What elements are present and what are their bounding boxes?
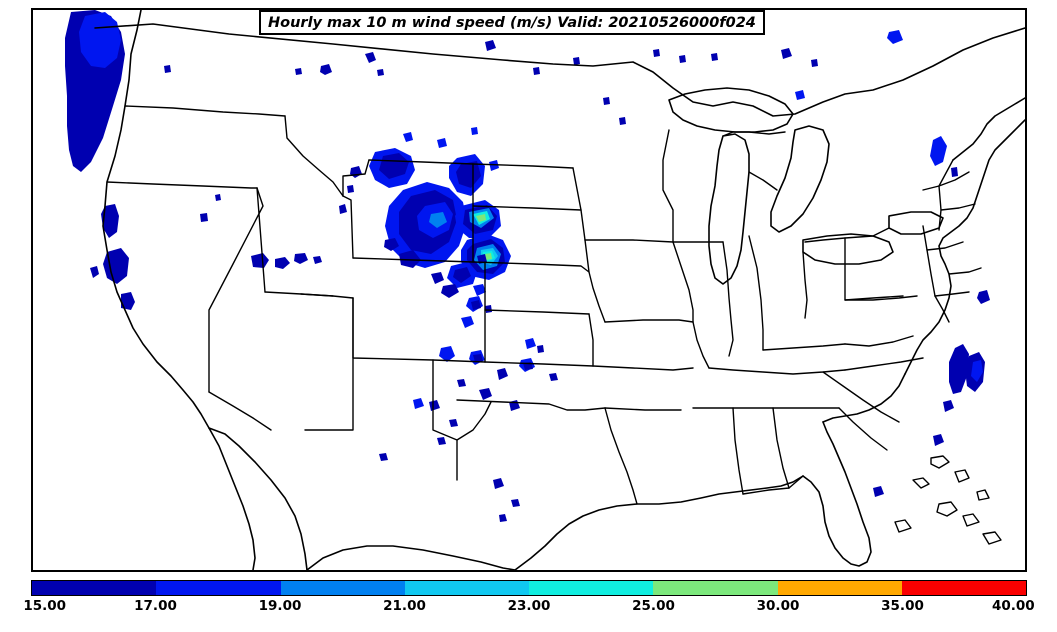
geography-layer [94, 10, 1025, 570]
lake-michigan [708, 133, 750, 285]
caribbean-islands [894, 455, 1002, 545]
colorbar-band-1 [156, 581, 281, 595]
lake-erie [802, 233, 894, 265]
colorbar-band-4 [529, 581, 654, 595]
shaded-region-california-coast [90, 204, 135, 310]
colorbar-band-0 [32, 581, 157, 595]
colorbar [31, 580, 1027, 596]
lake-superior [668, 87, 794, 133]
map-canvas [65, 10, 1025, 570]
gulf-coast [514, 475, 804, 570]
lake-ontario [888, 211, 944, 235]
gulf-of-california [208, 427, 308, 570]
colorbar-tick-0: 15.00 [23, 598, 67, 614]
wind-speed-shading-layer [65, 10, 990, 522]
shaded-region-pacific-northwest [65, 10, 125, 172]
atlantic-coast [904, 119, 1025, 375]
colorbar-band-7 [901, 581, 1026, 595]
colorbar-tick-5: 25.00 [632, 598, 675, 614]
state-boundaries [106, 105, 982, 505]
colorbar-tick-7: 35.00 [881, 598, 924, 614]
colorbar-tick-1: 17.00 [134, 598, 177, 614]
canada-border [94, 23, 1025, 117]
shaded-region-new-england [781, 48, 990, 497]
colorbar-band-3 [404, 581, 529, 595]
colorbar-bands [31, 580, 1027, 596]
colorbar-tick-labels: 15.00 17.00 19.00 21.00 23.00 25.00 30.00 35.00… [0, 598, 1057, 618]
shaded-region-southern-plains [379, 345, 544, 522]
florida-east-coast [822, 373, 906, 423]
map-panel [31, 8, 1027, 572]
colorbar-tick-6: 30.00 [756, 598, 800, 614]
shaded-region-colorado-front-range [384, 127, 511, 328]
shaded-region-northern-plains [485, 30, 903, 125]
pacific-coast [102, 10, 210, 429]
plot-title-text: Hourly max 10 m wind speed (m/s) Valid: … [268, 14, 756, 31]
colorbar-band-2 [280, 581, 405, 595]
colorbar-tick-2: 19.00 [258, 598, 302, 614]
plot-title-box: Hourly max 10 m wind speed (m/s) Valid: … [259, 10, 765, 35]
florida-peninsula [802, 421, 872, 567]
colorbar-tick-3: 21.00 [383, 598, 426, 614]
lake-huron [770, 125, 830, 233]
baja-california [208, 427, 256, 570]
new-england-coast [952, 97, 1025, 161]
mexico-interior [306, 545, 516, 570]
colorbar-tick-8: 40.00 [991, 598, 1035, 614]
colorbar-band-6 [777, 581, 902, 595]
colorbar-tick-4: 23.00 [507, 598, 551, 614]
shaded-region-northwest-specks [164, 52, 384, 269]
colorbar-band-5 [653, 581, 778, 595]
